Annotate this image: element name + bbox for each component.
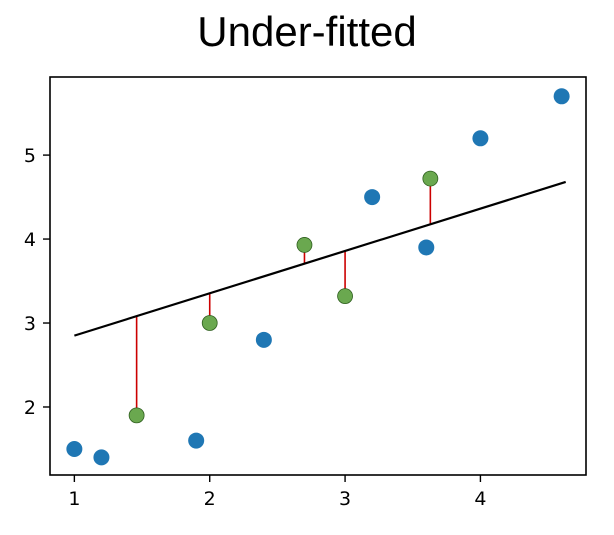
- train-point-7: [553, 88, 570, 105]
- fit-line-group: [74, 180, 567, 337]
- train-point-2: [188, 432, 205, 449]
- test-point-0: [128, 407, 145, 424]
- x-tick-label-2: 2: [204, 488, 216, 510]
- y-tick-label-4: 4: [24, 229, 36, 251]
- plot-frame: [49, 76, 587, 476]
- y-tick-label-5: 5: [24, 145, 36, 167]
- y-tick-label-2: 2: [24, 397, 36, 419]
- x-tick-label-4: 4: [474, 488, 486, 510]
- train-point-1: [93, 449, 110, 466]
- axes: 1 2 3 4 2 3 4 5: [24, 76, 587, 510]
- train-points: [66, 88, 570, 466]
- chart-title: Under-fitted: [197, 8, 417, 55]
- train-point-4: [364, 189, 381, 206]
- x-tick-label-3: 3: [339, 488, 351, 510]
- test-points: [128, 170, 439, 424]
- train-point-0: [66, 440, 83, 457]
- test-point-3: [337, 288, 353, 305]
- test-point-1: [201, 315, 218, 331]
- train-point-3: [255, 331, 272, 348]
- test-point-2: [296, 237, 313, 253]
- x-tick-label-1: 1: [68, 488, 80, 510]
- train-point-6: [472, 130, 489, 147]
- y-tick-label-3: 3: [24, 313, 36, 335]
- fit-line: [74, 180, 567, 337]
- train-point-5: [418, 239, 435, 256]
- residual-lines: [135, 178, 432, 416]
- test-point-4: [422, 170, 439, 187]
